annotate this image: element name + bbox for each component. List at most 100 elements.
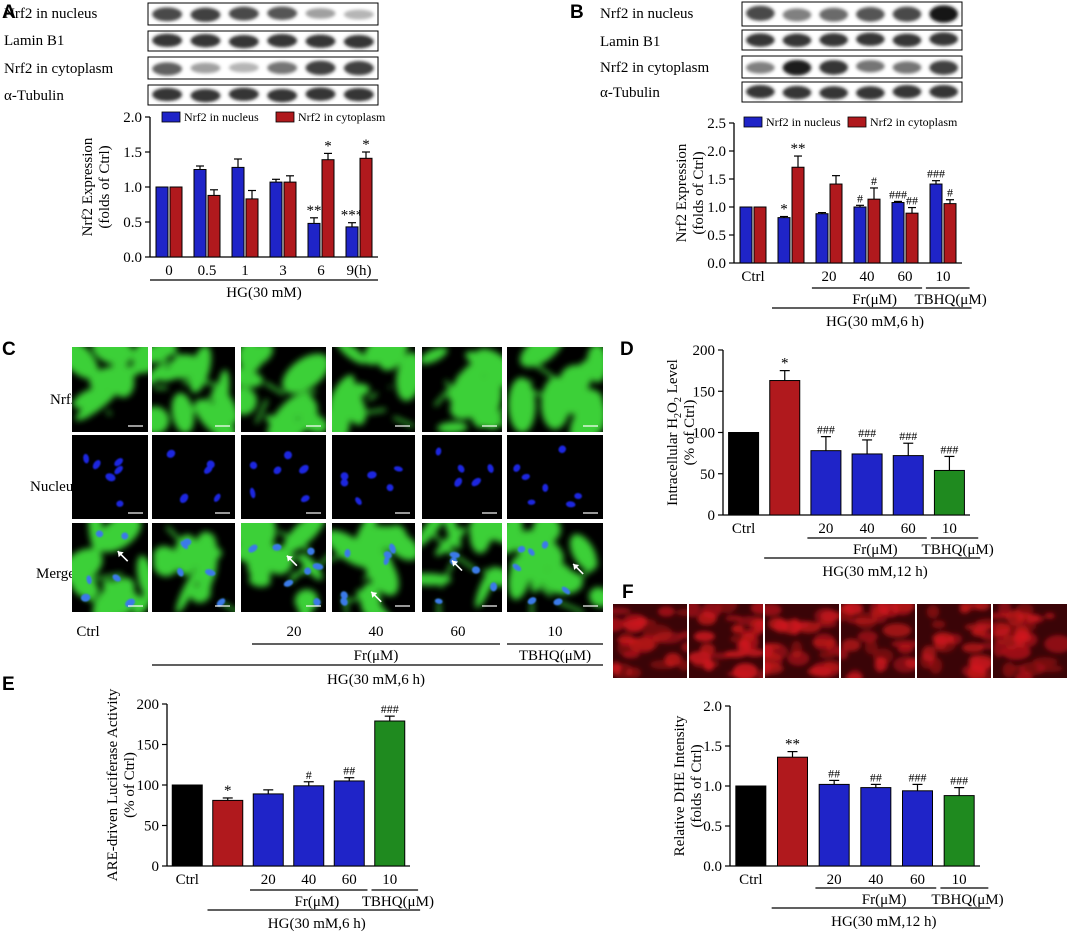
- y-axis-label-part: O: [665, 402, 681, 413]
- blot-band: [929, 32, 958, 46]
- dhe-signal: [677, 660, 687, 671]
- blot-frame: [147, 2, 379, 26]
- dhe-signal: [845, 604, 863, 614]
- dhe-tile: [841, 604, 915, 678]
- dhe-signal: [958, 604, 982, 611]
- legend-swatch: [743, 116, 763, 128]
- nucleus: [304, 567, 312, 575]
- nucleus: [521, 473, 530, 480]
- cell-process: [192, 377, 228, 389]
- blot-band: [746, 85, 775, 99]
- bar: [818, 783, 850, 867]
- nucleus: [204, 465, 213, 474]
- y-tick-label: 2.0: [707, 144, 726, 160]
- dhe-signal: [681, 642, 687, 653]
- hg-label: HG(30 mM,12 h): [822, 564, 927, 580]
- significance-mark: #: [871, 174, 877, 188]
- dhe-tile: [689, 604, 763, 678]
- nucleus: [574, 493, 582, 500]
- nucleus: [95, 530, 104, 538]
- dhe-signal: [650, 659, 675, 670]
- row-label-nrf2: Nrf2: [50, 392, 78, 408]
- panel-letter-a: A: [2, 2, 16, 23]
- nucleus-staining: [513, 445, 582, 508]
- cell-body: [241, 347, 264, 372]
- bar-nrf2-in-cytoplasm: [791, 166, 805, 264]
- dhe-signal: [796, 621, 821, 634]
- blot-band: [305, 60, 336, 76]
- y-axis-label-part: 2: [673, 413, 684, 418]
- nucleus: [434, 598, 443, 604]
- cell-process: [197, 385, 228, 408]
- x-tick-label: Ctrl: [739, 872, 762, 888]
- cell-process: [519, 379, 533, 402]
- nucleus: [83, 453, 90, 464]
- blot-band: [856, 32, 885, 46]
- nucleus: [340, 597, 348, 606]
- hg-label: HG(30 mM,6 h): [826, 314, 924, 330]
- significance-mark: ***: [341, 208, 364, 224]
- blot-band: [782, 33, 812, 48]
- hg-label: HG(30 mM,12 h): [831, 914, 936, 930]
- cell-process: [292, 361, 303, 386]
- nucleus-staining: [83, 453, 124, 507]
- blot-band: [343, 61, 374, 76]
- nucleus: [179, 493, 189, 504]
- bar-nrf2-in-nucleus: [929, 183, 943, 264]
- y-axis-label: (% of Ctrl): [682, 400, 698, 466]
- legend-label: Nrf2 in cytoplasm: [298, 110, 386, 124]
- dhe-signal: [964, 623, 991, 631]
- cell-process: [429, 529, 456, 557]
- dhe-signal: [1002, 662, 1016, 678]
- y-axis-label: Relative DHE Intensity: [672, 715, 688, 856]
- nucleus: [512, 563, 522, 572]
- cell-body: [586, 347, 603, 383]
- blot-band: [152, 33, 183, 48]
- bar-nrf2-in-cytoplasm: [283, 181, 297, 258]
- blot-frame: [147, 30, 379, 52]
- x-tick-label: 0.5: [198, 263, 217, 279]
- micrograph-tile: [507, 435, 603, 519]
- blot-frame: [147, 84, 379, 106]
- blot-band: [228, 34, 259, 49]
- blot-band: [190, 33, 221, 48]
- cell-body: [473, 523, 502, 545]
- micrograph-tile: [72, 435, 148, 519]
- cell-body: [569, 534, 598, 572]
- nucleus: [213, 493, 221, 502]
- cell-process: [77, 414, 89, 419]
- cell-body: [541, 376, 571, 430]
- x-tick-label: 60: [898, 269, 913, 285]
- cell-body: [75, 386, 119, 421]
- hg-label: HG(30 mM,6 h): [268, 916, 366, 932]
- cell-body: [486, 567, 502, 587]
- bar: [933, 469, 965, 516]
- y-tick-label: 2.5: [707, 116, 726, 132]
- x-tick-label: Ctrl: [741, 269, 764, 285]
- nucleus-staining: [177, 538, 226, 607]
- cell-process: [276, 546, 307, 564]
- bar: [212, 799, 244, 867]
- y-axis-label-part: Intracellular H: [665, 418, 681, 506]
- bar-nrf2-in-cytoplasm: [867, 198, 881, 264]
- cell-body: [396, 352, 415, 401]
- blot-band: [819, 86, 848, 100]
- cell-process: [182, 377, 194, 386]
- dhe-signal: [874, 656, 886, 673]
- arrow-head: [573, 563, 580, 570]
- cell-body: [297, 594, 311, 612]
- blot-a: Nrf2 in nucleus Lamin B1 Nrf2 in cytopla…: [4, 2, 379, 106]
- bar-nrf2-in-nucleus: [155, 186, 169, 258]
- micrograph-tile: [507, 523, 603, 612]
- blot-b-label-2: Lamin B1: [600, 34, 660, 50]
- blot-band: [856, 86, 885, 100]
- cell-body: [569, 401, 603, 432]
- cell-process: [255, 399, 269, 424]
- significance-mark: *: [362, 137, 370, 153]
- nucleus: [300, 496, 308, 503]
- cell-process: [477, 408, 496, 429]
- c-label-40: 40: [369, 624, 384, 640]
- y-tick-label: 1.5: [707, 172, 726, 188]
- tbhq-label: TBHQ(μM): [922, 542, 994, 558]
- bar-nrf2-in-cytoplasm: [321, 159, 335, 258]
